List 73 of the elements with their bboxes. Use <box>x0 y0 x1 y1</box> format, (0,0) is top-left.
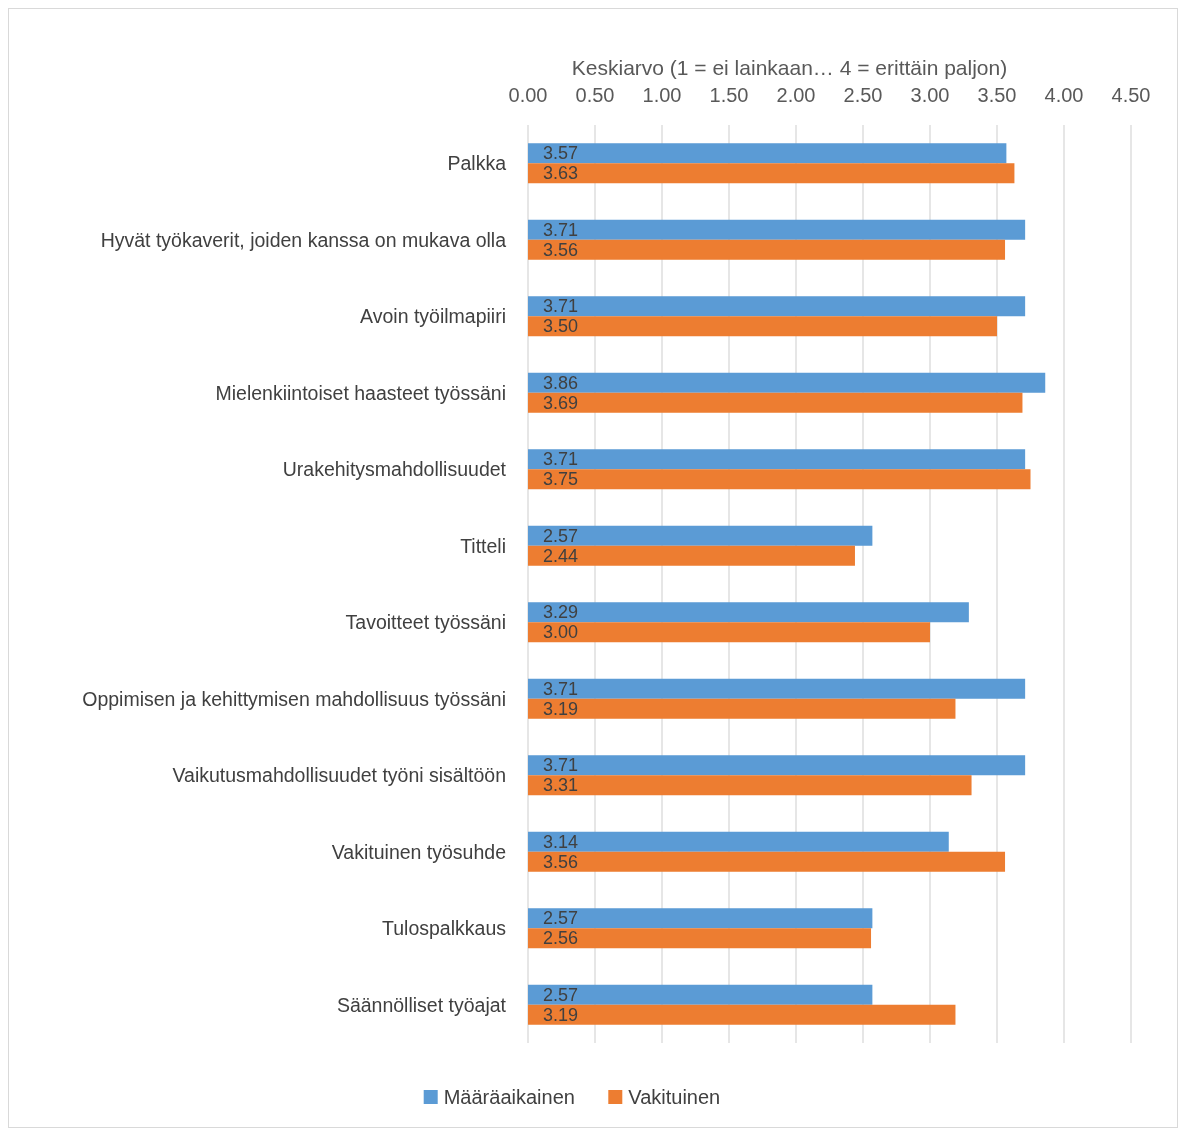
x-tick-label: 1.00 <box>642 84 682 106</box>
bar <box>528 296 1026 317</box>
bar <box>528 219 1026 240</box>
data-label: 3.31 <box>543 775 579 796</box>
y-tick-label: Avoin työilmapiiri <box>360 305 506 328</box>
bar <box>528 831 949 852</box>
data-label: 3.14 <box>543 831 579 852</box>
bar <box>528 984 873 1005</box>
bar <box>528 851 1006 872</box>
bar <box>528 1004 956 1025</box>
data-label: 2.57 <box>543 525 579 546</box>
bar <box>528 239 1006 260</box>
x-tick-label: 3.00 <box>910 84 950 106</box>
y-tick-label: Palkka <box>447 152 507 175</box>
bar <box>528 372 1046 393</box>
y-tick-label: Tulospalkkaus <box>382 917 507 940</box>
bar <box>528 755 1026 776</box>
legend-label: Määräaikainen <box>443 1086 575 1108</box>
bar <box>528 678 1026 699</box>
legend-label: Vakituinen <box>628 1086 721 1108</box>
data-label: 3.50 <box>543 316 579 337</box>
data-label: 3.75 <box>543 469 579 490</box>
data-label: 3.19 <box>543 1004 579 1025</box>
data-label: 2.57 <box>543 908 579 929</box>
bar <box>528 622 930 643</box>
data-label: 3.56 <box>543 239 579 260</box>
data-label: 3.56 <box>543 851 579 872</box>
y-tick-label: Säännölliset työajat <box>336 993 507 1016</box>
bar <box>528 545 855 566</box>
y-tick-label: Hyvät työkaverit, joiden kanssa on mukava olla <box>100 228 507 251</box>
bar <box>528 908 873 929</box>
data-label: 3.29 <box>543 602 579 623</box>
data-label: 3.00 <box>543 622 579 643</box>
x-tick-label: 0.50 <box>575 84 615 106</box>
data-label: 3.69 <box>543 392 579 413</box>
data-label: 3.71 <box>543 755 579 776</box>
bar <box>528 449 1026 470</box>
y-tick-label: Mielenkiintoiset haasteet työssäni <box>215 381 506 404</box>
bar <box>528 928 872 949</box>
x-tick-label: 3.50 <box>977 84 1017 106</box>
data-label: 3.71 <box>543 678 579 699</box>
bar <box>528 469 1031 490</box>
y-tick-label: Oppimisen ja kehittymisen mahdollisuus työssäni <box>82 687 506 710</box>
data-label: 2.57 <box>543 984 579 1005</box>
data-label: 2.44 <box>543 545 579 566</box>
data-label: 3.19 <box>543 698 579 719</box>
bar <box>528 392 1023 413</box>
x-tick-label: 4.00 <box>1044 84 1084 106</box>
x-tick-label: 2.00 <box>776 84 816 106</box>
bar <box>528 525 873 546</box>
y-tick-label: Vakituinen työsuhde <box>331 840 506 863</box>
y-tick-label: Urakehitysmahdollisuudet <box>282 458 507 481</box>
bar <box>528 316 997 337</box>
data-label: 3.63 <box>543 163 579 184</box>
data-label: 2.56 <box>543 928 579 949</box>
bar <box>528 698 956 719</box>
data-label: 3.86 <box>543 372 579 393</box>
y-tick-label: Titteli <box>460 534 506 557</box>
x-tick-label: 4.50 <box>1111 84 1151 106</box>
bar <box>528 143 1007 164</box>
x-tick-label: 1.50 <box>709 84 749 106</box>
x-axis-title: Keskiarvo (1 = ei lainkaan… 4 = erittäin paljon) <box>571 56 1008 79</box>
x-tick-label: 2.50 <box>843 84 883 106</box>
data-label: 3.71 <box>543 219 579 240</box>
data-label: 3.71 <box>543 449 579 470</box>
bar <box>528 602 969 623</box>
y-tick-label: Vaikutusmahdollisuudet työni sisältöön <box>172 764 506 787</box>
data-label: 3.71 <box>543 296 579 317</box>
data-label: 3.57 <box>543 143 579 164</box>
bar <box>528 775 972 796</box>
x-tick-label: 0.00 <box>508 84 548 106</box>
y-tick-label: Tavoitteet työssäni <box>345 611 506 634</box>
bar <box>528 163 1015 184</box>
